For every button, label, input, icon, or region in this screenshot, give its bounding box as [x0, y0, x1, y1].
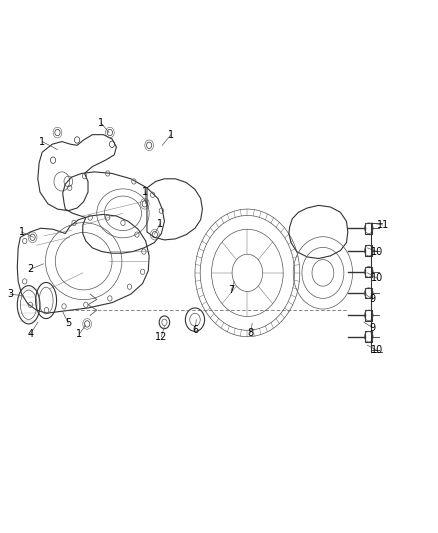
- Text: 10: 10: [371, 273, 383, 283]
- Text: 3: 3: [7, 289, 14, 299]
- Text: 1: 1: [98, 118, 104, 128]
- Text: 1: 1: [18, 227, 25, 237]
- Text: 1: 1: [76, 329, 82, 339]
- Text: 1: 1: [168, 130, 174, 140]
- Text: 10: 10: [371, 345, 383, 356]
- Text: 11: 11: [377, 220, 389, 230]
- Bar: [365, 288, 372, 298]
- Text: 9: 9: [370, 294, 376, 304]
- Text: 1: 1: [39, 136, 45, 147]
- Bar: [365, 332, 372, 342]
- Text: 2: 2: [27, 264, 34, 274]
- Bar: [365, 310, 372, 321]
- Text: 8: 8: [247, 328, 254, 338]
- Text: 7: 7: [228, 286, 234, 295]
- Text: 4: 4: [27, 329, 33, 339]
- Text: 6: 6: [192, 325, 198, 335]
- Text: 9: 9: [370, 322, 376, 333]
- Text: 12: 12: [155, 332, 168, 342]
- Text: 5: 5: [65, 318, 71, 328]
- Text: 10: 10: [371, 247, 383, 256]
- Text: 1: 1: [142, 187, 148, 197]
- Bar: [365, 245, 372, 256]
- Bar: [365, 266, 372, 277]
- Bar: [365, 223, 372, 233]
- Text: 1: 1: [157, 219, 163, 229]
